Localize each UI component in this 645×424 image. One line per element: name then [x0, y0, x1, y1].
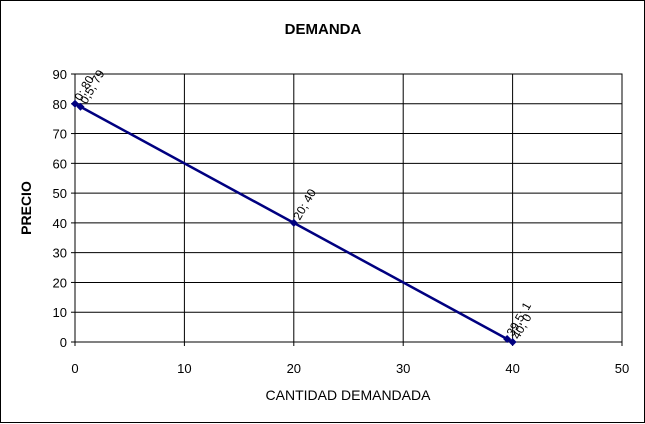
- series-group: [71, 99, 517, 346]
- data-point: [503, 335, 512, 344]
- y-tick-label: 40: [53, 216, 67, 231]
- y-axis-label: PRECIO: [18, 181, 34, 235]
- y-tick-label: 70: [53, 127, 67, 142]
- y-tick-label: 10: [53, 305, 67, 320]
- x-tick-label: 30: [396, 361, 410, 376]
- y-tick-label: 60: [53, 156, 67, 171]
- data-point: [76, 102, 85, 111]
- x-axis-label: CANTIDAD DEMANDADA: [266, 387, 432, 403]
- y-tick-label: 30: [53, 246, 67, 261]
- y-tick-label: 50: [53, 186, 67, 201]
- data-point: [71, 99, 79, 108]
- data-point: [289, 218, 298, 227]
- data-point: [508, 338, 517, 346]
- y-tick-label: 20: [53, 275, 67, 290]
- chart-title: DEMANDA: [285, 21, 362, 38]
- x-tick-label: 0: [71, 361, 78, 376]
- x-tick-label: 20: [287, 361, 301, 376]
- y-tick-label: 90: [53, 67, 67, 82]
- tick-labels: 0 10 20 30 40 50 60 70 80 90 0 10 20 30 40 50: [53, 67, 630, 376]
- plot-area: [74, 73, 623, 343]
- x-tick-label: 40: [505, 361, 519, 376]
- x-tick-label: 10: [177, 361, 191, 376]
- y-tick-label: 0: [60, 335, 67, 350]
- y-tick-label: 80: [53, 97, 67, 112]
- x-tick-label: 50: [615, 361, 629, 376]
